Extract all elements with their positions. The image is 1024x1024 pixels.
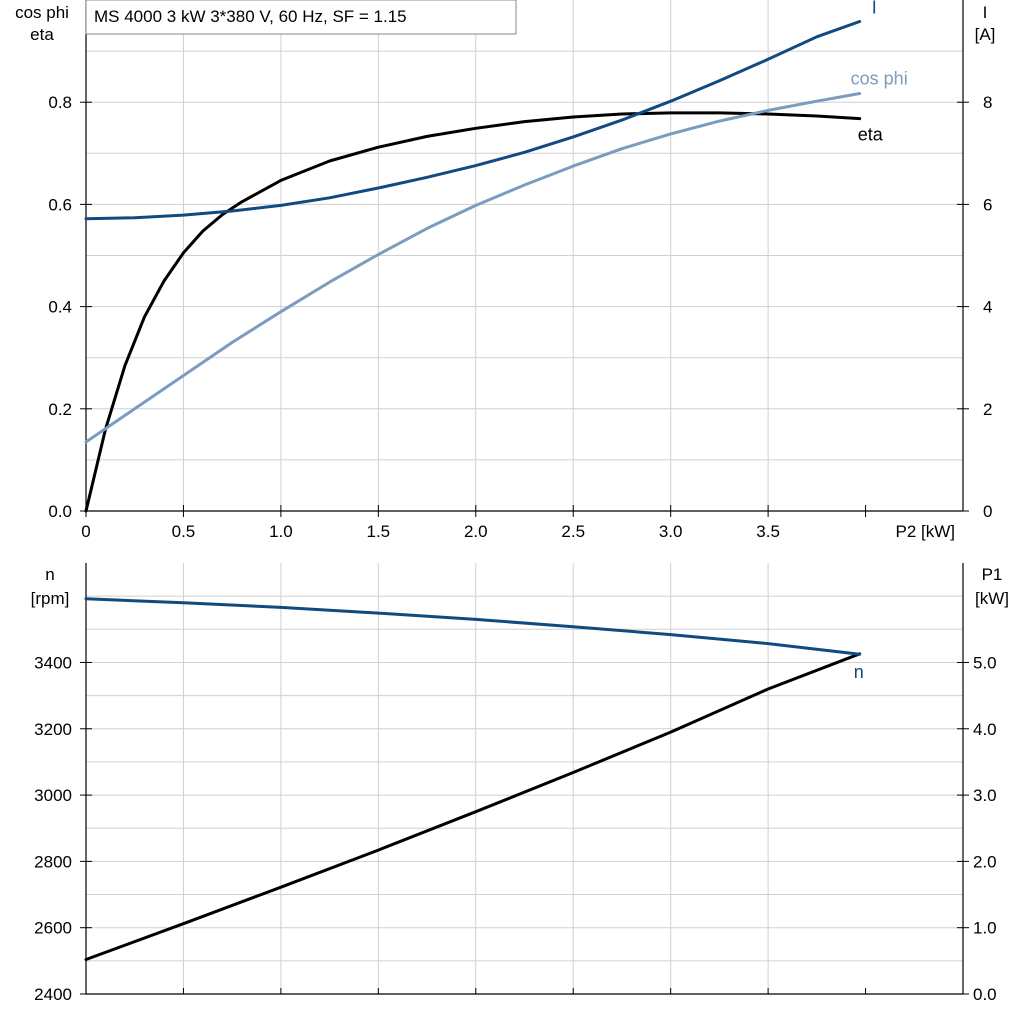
eta-series-label: eta [858, 125, 884, 145]
top-left-tick-label: 0.0 [48, 502, 72, 521]
top-right-axis-title: [A] [975, 25, 996, 44]
speed-curve [84, 597, 862, 656]
top-x-tick-label: 2.5 [561, 522, 585, 541]
bottom-left-tick-label: 3200 [34, 720, 72, 739]
bottom-chart: 2400 2600 2800 3000 3200 3400 0.0 1.0 2.0 3.0 4.0 5… [31, 563, 1009, 1004]
bottom-left-axis-title: [rpm] [31, 589, 70, 608]
bottom-left-tick-label: 2400 [34, 985, 72, 1004]
chart-title-box [85, 0, 517, 35]
current-series-label: I [872, 0, 877, 17]
eta-curve [84, 111, 862, 513]
chart-title: MS 4000 3 kW 3*380 V, 60 Hz, SF = 1.15 [94, 7, 407, 26]
bottom-right-tick-label: 4.0 [973, 720, 997, 739]
top-right-tick-label: 4 [983, 298, 992, 317]
top-left-axis-title: eta [30, 25, 54, 44]
cos-phi-series-label: cos phi [851, 69, 908, 89]
bottom-left-tick-label: 2800 [34, 852, 72, 871]
top-left-tick-label: 0.8 [48, 93, 72, 112]
top-left-tick-label: 0.6 [48, 195, 72, 214]
bottom-left-tick-label: 2600 [34, 919, 72, 938]
bottom-right-tick-label: 1.0 [973, 919, 997, 938]
current-curve [84, 20, 862, 221]
top-left-tick-label: 0.2 [48, 400, 72, 419]
top-x-tick-label: 0 [81, 522, 90, 541]
top-right-tick-label: 2 [983, 400, 992, 419]
bottom-left-tick-label: 3000 [34, 786, 72, 805]
top-left-tick-label: 0.4 [48, 298, 72, 317]
bottom-left-axis-title: n [45, 565, 54, 584]
top-x-tick-label: 1.0 [269, 522, 293, 541]
top-x-tick-label: 3.5 [756, 522, 780, 541]
top-right-tick-label: 8 [983, 93, 992, 112]
bottom-right-tick-label: 5.0 [973, 653, 997, 672]
bottom-right-tick-label: 3.0 [973, 786, 997, 805]
top-x-tick-label: 0.5 [172, 522, 196, 541]
bottom-right-tick-label: 0.0 [973, 985, 997, 1004]
top-x-tick-label: 3.0 [659, 522, 683, 541]
top-x-axis-title: P2 [kW] [895, 522, 955, 541]
cos-phi-curve [84, 92, 862, 444]
top-right-axis-title: I [983, 3, 988, 22]
p1-curve [84, 652, 862, 961]
top-chart: 0 0.5 1.0 1.5 2.0 2.5 3.0 3.5 P2 [kW] 0.0 0.2 0.4 0.… [15, 0, 995, 541]
top-x-tick-label: 1.5 [367, 522, 391, 541]
bottom-right-tick-label: 2.0 [973, 852, 997, 871]
top-left-axis-title: cos phi [15, 3, 69, 22]
speed-series-label: n [854, 662, 864, 682]
top-right-tick-label: 6 [983, 195, 992, 214]
top-right-tick-label: 0 [983, 502, 992, 521]
bottom-left-tick-label: 3400 [34, 653, 72, 672]
bottom-right-axis-title: [kW] [975, 589, 1009, 608]
top-x-tick-label: 2.0 [464, 522, 488, 541]
bottom-right-axis-title: P1 [982, 565, 1003, 584]
